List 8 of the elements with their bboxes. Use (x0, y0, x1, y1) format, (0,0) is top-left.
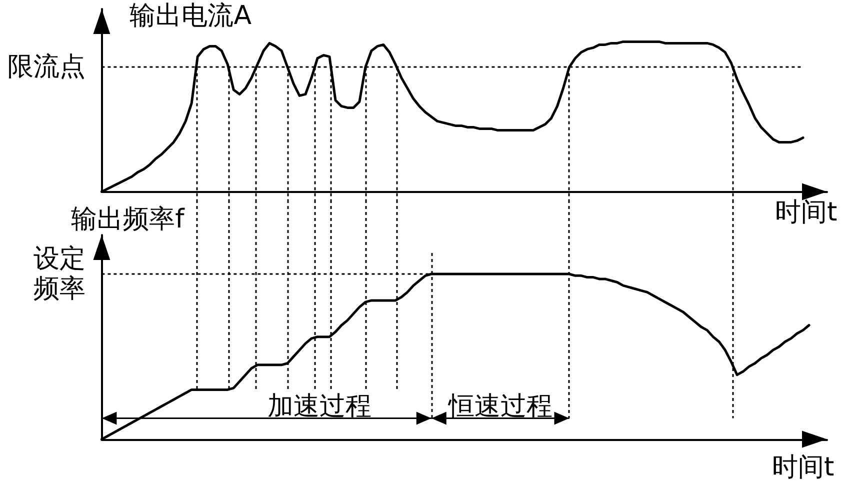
y-axis-title: 输出频率f (71, 204, 186, 234)
annotation: 加速过程 (268, 391, 372, 422)
ref-line-label: 限流点 (8, 52, 86, 82)
x-axis-title: 时间t (772, 452, 834, 482)
annotation: 恒速过程 (447, 391, 552, 422)
y-axis-title: 输出电流A (130, 1, 252, 31)
ref-line-label: 设定频率 (34, 244, 86, 304)
x-axis-title: 时间t (775, 198, 838, 228)
